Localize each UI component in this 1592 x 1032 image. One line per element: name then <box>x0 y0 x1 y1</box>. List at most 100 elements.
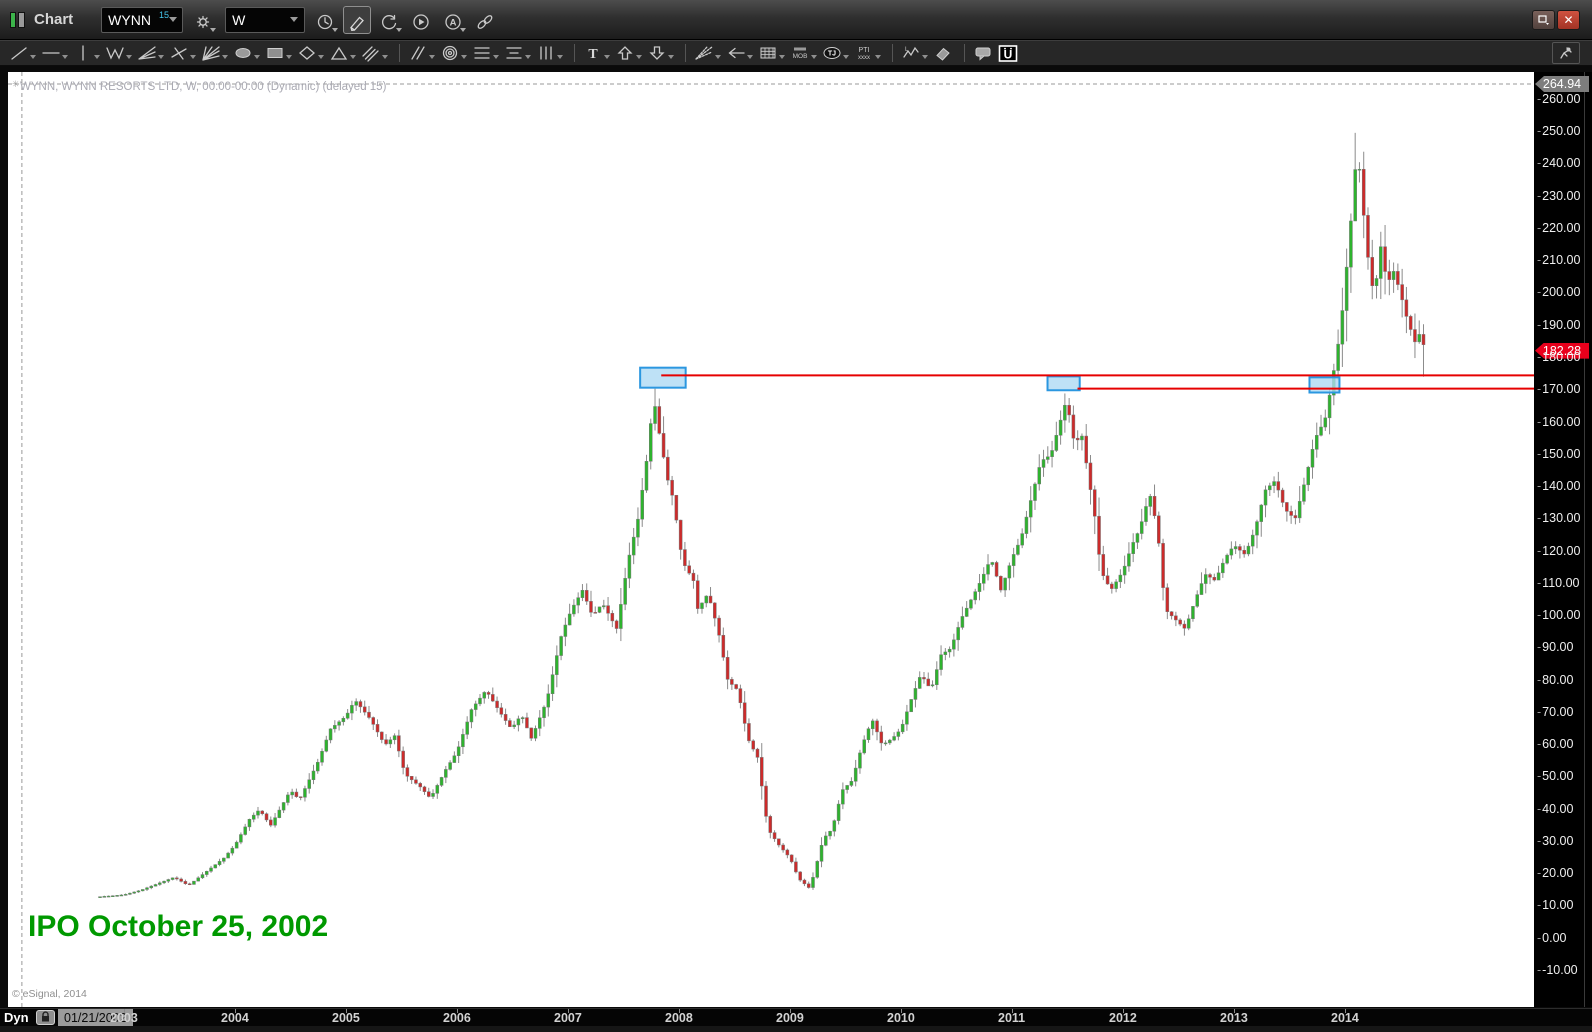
mob-tool-tool[interactable]: MOB <box>789 42 818 64</box>
chevron-down-icon[interactable] <box>668 55 674 59</box>
candle-bodies <box>98 168 1426 898</box>
triangle-tool-tool[interactable] <box>328 42 357 64</box>
chevron-down-icon[interactable] <box>62 55 68 59</box>
chevron-down-icon[interactable] <box>350 55 356 59</box>
chevron-down-icon[interactable] <box>94 55 100 59</box>
cross-line-tool[interactable] <box>168 42 197 64</box>
pti-tool-tool[interactable]: PTI xxxx <box>853 42 882 64</box>
slash-channel-icon <box>411 45 425 60</box>
vertical-line-tool[interactable] <box>72 42 101 64</box>
fan-line-tool[interactable] <box>136 42 165 64</box>
parallel-lines-icon <box>362 45 379 62</box>
chevron-down-icon[interactable] <box>922 55 928 59</box>
interval-input[interactable]: W <box>225 6 306 33</box>
ellipse-tool-tool[interactable] <box>232 42 261 64</box>
chevron-down-icon[interactable] <box>636 55 642 59</box>
highlight-box-3[interactable] <box>1308 376 1341 394</box>
down-arrow-icon <box>649 45 665 60</box>
refresh-button[interactable] <box>375 6 403 34</box>
multi-fan-line-tool[interactable] <box>200 42 229 64</box>
chevron-down-icon[interactable] <box>126 55 132 59</box>
auto-a-button[interactable]: A <box>439 6 467 34</box>
elliott-wave-tool[interactable]: L <box>900 42 929 64</box>
chevron-down-icon[interactable] <box>396 27 403 32</box>
chevron-down-icon[interactable] <box>210 27 217 32</box>
chart-window-icon <box>10 11 26 29</box>
trend-line-icon <box>11 46 27 60</box>
x-axis-tick <box>790 1009 791 1013</box>
vertical-line-icon <box>82 44 84 61</box>
concentric-rings-tool[interactable] <box>439 42 468 64</box>
chevron-down-icon[interactable] <box>222 55 228 59</box>
copyright-text: © eSignal, 2014 <box>12 988 87 1000</box>
candlestick-chart[interactable]: ✳ <box>8 72 1534 1007</box>
slash-channel-tool[interactable] <box>407 42 436 64</box>
zigzag-line-tool[interactable] <box>104 42 133 64</box>
chevron-down-icon[interactable] <box>715 55 721 59</box>
dyn-button[interactable]: Dyn <box>4 1010 29 1025</box>
parallel-lines-tool[interactable] <box>360 42 389 64</box>
pin-tool[interactable] <box>1552 42 1580 64</box>
u-logo-tool[interactable]: U <box>997 42 1019 64</box>
time-axis-bar: Dyn 01/21/2002 2003 2004 2005 2006 2007 2008 2… <box>0 1008 1592 1026</box>
chevron-down-icon[interactable] <box>811 55 817 59</box>
chevron-down-icon[interactable] <box>286 55 292 59</box>
chevron-down-icon[interactable] <box>557 55 563 59</box>
tj-tool-tool[interactable]: TJ <box>821 42 850 64</box>
chevron-down-icon[interactable] <box>254 55 260 59</box>
fib-levels-tool[interactable] <box>503 42 532 64</box>
close-window-button[interactable]: ✕ <box>1557 9 1580 30</box>
chevron-down-icon[interactable] <box>158 55 164 59</box>
chevron-down-icon[interactable] <box>460 27 467 32</box>
chevron-down-icon[interactable] <box>318 55 324 59</box>
eraser-tool[interactable] <box>932 42 954 64</box>
svg-text:A: A <box>450 17 457 28</box>
y-axis-label: -140.00 <box>1537 479 1581 494</box>
gear-button[interactable] <box>189 6 217 34</box>
clock-button[interactable] <box>311 6 339 34</box>
horizontal-levels-tool[interactable] <box>471 42 500 64</box>
horizontal-line-tool[interactable] <box>40 42 69 64</box>
chevron-down-icon[interactable] <box>604 55 610 59</box>
symbol-input[interactable]: WYNN 15 <box>101 6 184 33</box>
chart-title: WYNN, WYNN RESORTS LTD, W, 00:00-00:00 (… <box>20 81 387 93</box>
chevron-down-icon[interactable] <box>190 55 196 59</box>
highlight-box-1[interactable] <box>639 366 687 389</box>
text-tool-tool[interactable]: T <box>582 42 611 64</box>
lock-button[interactable] <box>36 1010 55 1025</box>
vertical-levels-tool[interactable] <box>535 42 564 64</box>
note-tool-tool[interactable] <box>972 42 994 64</box>
chevron-down-icon[interactable] <box>493 55 499 59</box>
trend-line-tool[interactable] <box>8 42 37 64</box>
text-tool-icon: T <box>588 47 598 62</box>
rectangle-tool-tool[interactable] <box>264 42 293 64</box>
up-arrow-tool[interactable] <box>614 42 643 64</box>
chevron-down-icon[interactable] <box>429 55 435 59</box>
chevron-down-icon[interactable] <box>30 55 36 59</box>
chevron-down-icon[interactable] <box>843 55 849 59</box>
diamond-tool-tool[interactable] <box>296 42 325 64</box>
retracement-arrow-tool[interactable] <box>725 42 754 64</box>
chevron-down-icon[interactable] <box>461 55 467 59</box>
gann-fan-tool[interactable] <box>693 42 722 64</box>
link-button[interactable] <box>471 6 499 34</box>
chevron-down-icon[interactable] <box>747 55 753 59</box>
cycle-grid-tool[interactable] <box>757 42 786 64</box>
restore-window-button[interactable] <box>1532 9 1555 30</box>
plot-area[interactable]: ✳ WYNN, WYNN RESORTS LTD, W, 00:00-00:00… <box>8 72 1534 1007</box>
pencil-button[interactable] <box>343 5 372 34</box>
chevron-down-icon[interactable] <box>525 55 531 59</box>
chevron-down-icon[interactable] <box>875 55 881 59</box>
chevron-down-icon[interactable] <box>382 55 388 59</box>
chevron-down-icon[interactable] <box>290 17 299 22</box>
title-bar: Chart WYNN 15 W A ✕ <box>0 0 1592 40</box>
triangle-tool-icon <box>330 46 348 60</box>
price-axis[interactable]: 264.94 182.28 -260.00 -250.00 -240.00 -230.… <box>1534 72 1592 1007</box>
chevron-down-icon[interactable] <box>332 27 339 32</box>
highlight-box-2[interactable] <box>1046 375 1081 392</box>
chevron-down-icon[interactable] <box>779 55 785 59</box>
down-arrow-tool[interactable] <box>646 42 675 64</box>
start-date-box[interactable]: 01/21/2002 <box>58 1009 133 1026</box>
play-button[interactable] <box>407 6 435 34</box>
chevron-down-icon[interactable] <box>168 17 177 22</box>
